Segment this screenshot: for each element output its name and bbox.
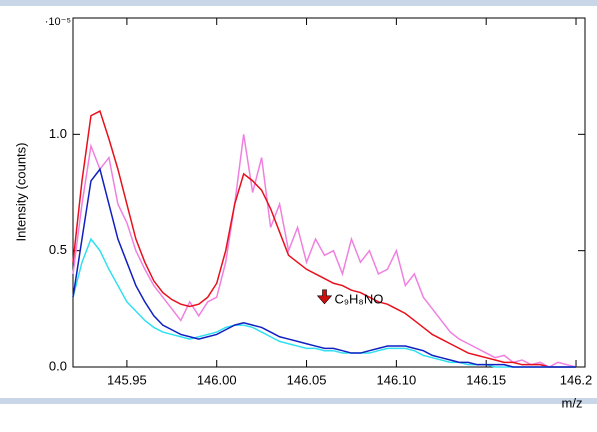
y-tick-label: 0.0 <box>49 358 67 373</box>
y-tick-label: 1.0 <box>49 126 67 141</box>
annotation-text: C₉H₈NO <box>335 291 384 306</box>
x-tick-label: 146.05 <box>287 372 327 387</box>
x-tick-label: 146.2 <box>560 372 593 387</box>
series-line <box>72 167 577 368</box>
x-tick-label: 146.15 <box>466 372 506 387</box>
y-unit: ·10⁻⁵ <box>45 16 71 28</box>
x-tick-label: 145.95 <box>107 372 147 387</box>
x-tick-label: 146.10 <box>376 372 416 387</box>
series-line <box>72 109 577 368</box>
plot-frame <box>72 17 586 368</box>
series-line <box>72 134 577 368</box>
y-tick-label: 0.5 <box>49 242 67 257</box>
bottom-band <box>0 398 597 404</box>
y-axis-label: Intensity (counts) <box>13 143 28 242</box>
top-band <box>0 0 597 6</box>
series-line <box>72 237 577 368</box>
x-tick-label: 146.00 <box>197 372 237 387</box>
x-axis-label: m/z <box>562 395 583 410</box>
annotation-arrow <box>316 289 333 305</box>
